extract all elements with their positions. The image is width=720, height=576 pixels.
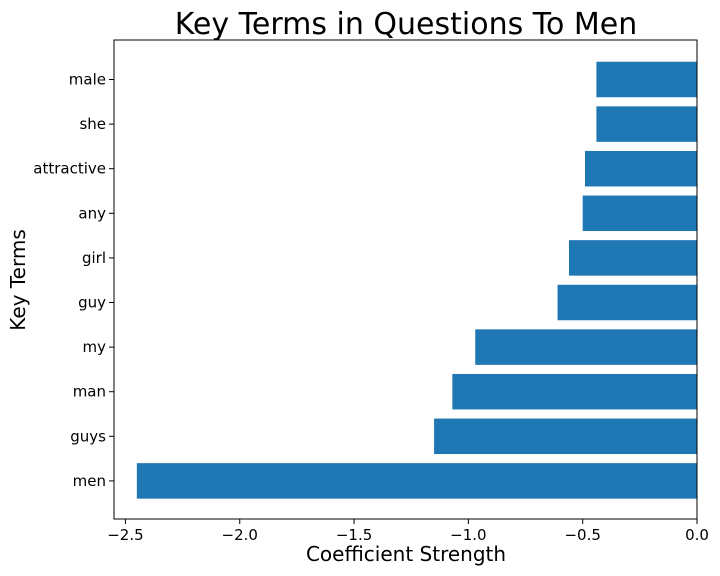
bar-girl <box>568 240 697 276</box>
x-tick-label: −2.5 <box>107 526 143 544</box>
x-axis: −2.5 −2.0 −1.5 −1.0 −0.5 0.0 <box>107 519 709 544</box>
y-tick-label: my <box>83 338 107 356</box>
y-tick-label: attractive <box>33 160 106 178</box>
y-tick-label: girl <box>82 249 106 267</box>
x-tick-label: −2.0 <box>222 526 258 544</box>
plot-frame <box>113 39 698 520</box>
bar-attractive <box>584 150 697 187</box>
y-tick-label: men <box>73 472 106 490</box>
bar-she <box>596 106 697 142</box>
bar-my <box>475 329 697 365</box>
bar-any <box>582 195 697 232</box>
x-tick-label: −0.5 <box>564 526 600 544</box>
y-axis: male she attractive any girl guy my man guys men <box>33 71 114 490</box>
bar-male <box>596 61 697 98</box>
y-tick-label: any <box>78 204 106 222</box>
bar-man <box>452 373 697 410</box>
x-tick-label: −1.5 <box>336 526 372 544</box>
bars-group <box>136 61 698 499</box>
x-tick-label: 0.0 <box>685 526 709 544</box>
chart-title: Key Terms in Questions To Men <box>175 7 638 42</box>
x-axis-label: Coefficient Strength <box>306 542 506 566</box>
y-tick-label: male <box>69 71 106 89</box>
y-axis-label: Key Terms <box>6 229 30 331</box>
x-tick-label: −1.0 <box>450 526 486 544</box>
bar-guys <box>434 418 697 455</box>
bar-guy <box>557 284 697 321</box>
y-tick-label: guys <box>70 427 106 445</box>
bar-men <box>136 463 698 499</box>
y-tick-label: she <box>79 115 106 133</box>
y-tick-label: man <box>73 383 106 401</box>
y-tick-label: guy <box>78 294 106 312</box>
